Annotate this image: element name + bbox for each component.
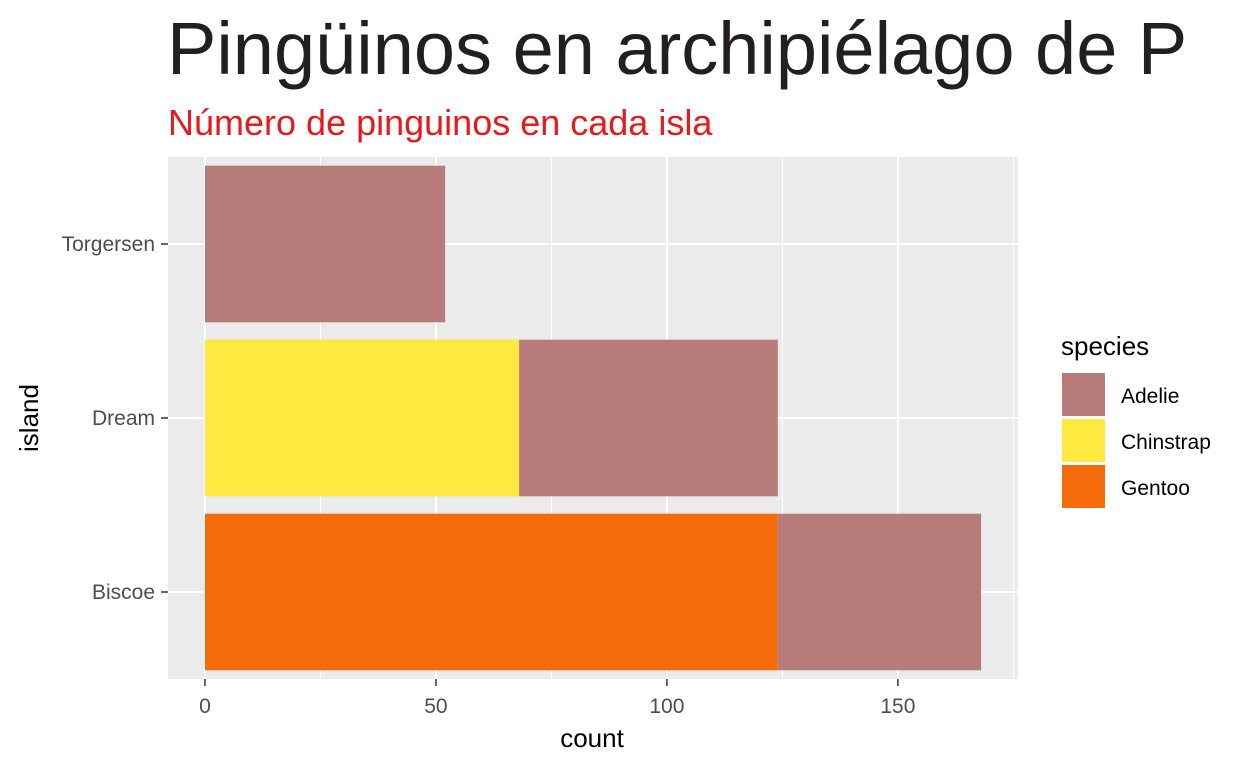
bar-gentoo-biscoe [204,513,778,671]
tick-labels: 0 50 100 150 Biscoe Dream Torgersen [62,233,916,718]
axis-ticks [161,243,899,686]
legend-key-adelie [1062,373,1105,416]
bar-chinstrap-dream [204,339,520,497]
legend: species Adelie Chinstrap Gentoo [1061,331,1211,508]
x-tick-label: 100 [649,695,684,718]
x-tick-label: 50 [424,695,447,718]
chart-title: Pingüinos en archipiélago de P [167,7,1187,90]
legend-label-gentoo: Gentoo [1121,477,1190,500]
y-tick-label: Dream [92,407,155,430]
legend-key-chinstrap [1062,419,1105,462]
bars [204,165,982,671]
x-tick-label: 150 [880,695,915,718]
legend-key-gentoo [1062,465,1105,508]
y-axis-title: island [14,384,44,452]
chart-subtitle: Número de pinguinos en cada isla [168,102,713,143]
x-axis-title: count [560,723,624,753]
legend-title: species [1061,331,1149,361]
legend-label-chinstrap: Chinstrap [1121,431,1211,454]
y-tick-label: Torgersen [62,233,155,256]
x-tick-label: 0 [199,695,211,718]
y-tick-label: Biscoe [92,581,155,604]
bar-adelie-dream [519,339,778,497]
bar-adelie-biscoe [777,513,982,671]
legend-label-adelie: Adelie [1121,385,1179,408]
bar-adelie-torgersen [204,165,446,323]
